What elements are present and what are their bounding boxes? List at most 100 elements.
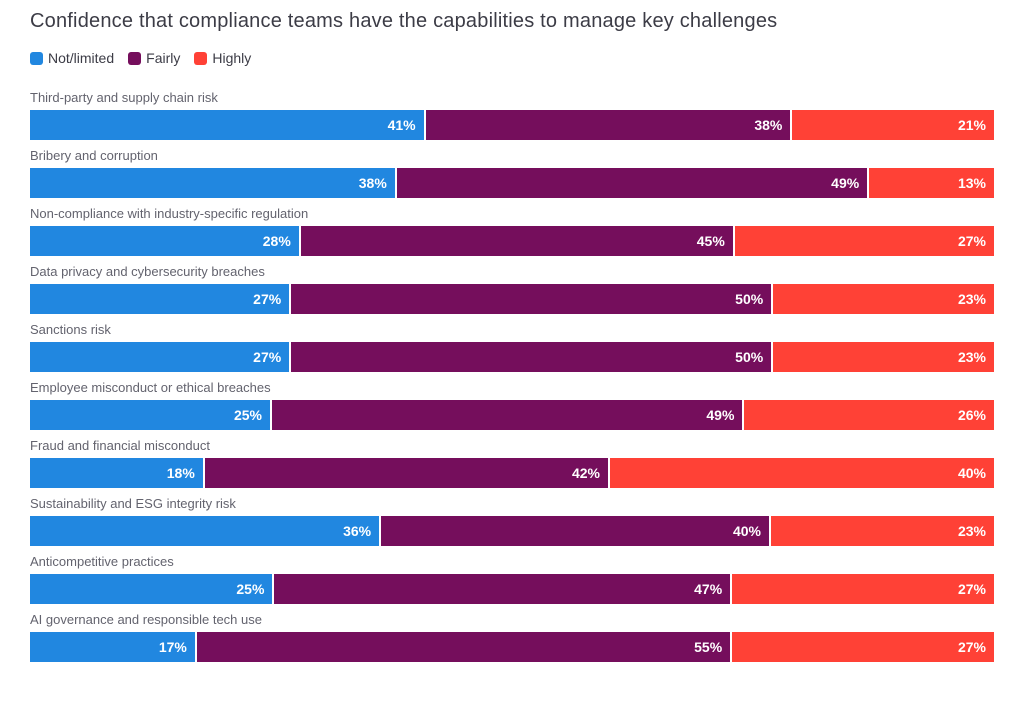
bar-value-label: 23% (957, 523, 986, 539)
stacked-bar: 38% 49% 13% (30, 168, 994, 198)
bar-segment-highly[interactable]: 23% (771, 342, 994, 372)
bar-row: Sustainability and ESG integrity risk 36%… (30, 496, 994, 546)
bar-value-label: 50% (735, 349, 764, 365)
bar-segment-highly[interactable]: 27% (730, 574, 994, 604)
bar-segment-fairly[interactable]: 38% (423, 110, 791, 140)
bar-segment-highly[interactable]: 27% (732, 226, 994, 256)
bar-segment-not-limited[interactable]: 25% (30, 400, 270, 430)
bar-segment-highly[interactable]: 23% (771, 284, 994, 314)
bar-value-label: 28% (262, 233, 291, 249)
bar-value-label: 45% (696, 233, 725, 249)
bar-value-label: 27% (957, 581, 986, 597)
bar-segment-fairly[interactable]: 42% (202, 458, 608, 488)
bar-value-label: 23% (957, 349, 986, 365)
bar-row: Data privacy and cybersecurity breaches 2… (30, 264, 994, 314)
bar-segment-fairly[interactable]: 45% (298, 226, 733, 256)
bar-value-label: 40% (732, 523, 761, 539)
bar-segment-highly[interactable]: 23% (768, 516, 994, 546)
category-label: Sanctions risk (30, 322, 111, 337)
bar-value-label: 41% (387, 117, 416, 133)
bar-segment-fairly[interactable]: 50% (289, 342, 772, 372)
bar-value-label: 23% (957, 291, 986, 307)
bar-value-label: 42% (571, 465, 600, 481)
bar-value-label: 40% (957, 465, 986, 481)
bar-row: Anticompetitive practices 25% 47% 27% (30, 554, 994, 604)
bar-value-label: 13% (957, 175, 986, 191)
bar-segment-fairly[interactable]: 49% (394, 168, 868, 198)
bar-segment-not-limited[interactable]: 18% (30, 458, 203, 488)
bar-value-label: 38% (358, 175, 387, 191)
legend-label: Fairly (146, 50, 181, 66)
stacked-bar: 27% 50% 23% (30, 284, 994, 314)
bar-value-label: 36% (343, 523, 372, 539)
legend: Not/limited Fairly Highly (30, 50, 994, 66)
bar-segment-not-limited[interactable]: 38% (30, 168, 395, 198)
stacked-bar: 18% 42% 40% (30, 458, 994, 488)
bar-row: Bribery and corruption 38% 49% 13% (30, 148, 994, 198)
bar-segment-not-limited[interactable]: 36% (30, 516, 380, 546)
bar-value-label: 55% (694, 639, 723, 655)
page-title: Confidence that compliance teams have th… (30, 10, 778, 32)
stacked-bar: 41% 38% 21% (30, 110, 994, 140)
category-label: AI governance and responsible tech use (30, 612, 262, 627)
bar-segment-not-limited[interactable]: 27% (30, 342, 290, 372)
bar-value-label: 18% (166, 465, 195, 481)
bar-value-label: 49% (706, 407, 735, 423)
stacked-bar: 25% 49% 26% (30, 400, 994, 430)
stacked-bar: 17% 55% 27% (30, 632, 994, 662)
legend-label: Not/limited (48, 50, 115, 66)
bar-segment-not-limited[interactable]: 25% (30, 574, 273, 604)
legend-item-fairly[interactable]: Fairly (128, 50, 180, 66)
bar-segment-highly[interactable]: 21% (790, 110, 994, 140)
legend-swatch-not-limited (30, 51, 43, 65)
bar-segment-fairly[interactable]: 50% (289, 284, 772, 314)
bar-segment-fairly[interactable]: 49% (270, 400, 743, 430)
bar-row: Fraud and financial misconduct 18% 42% 40% (30, 438, 994, 488)
category-label: Anticompetitive practices (30, 554, 174, 569)
bar-value-label: 25% (233, 407, 262, 423)
bar-segment-not-limited[interactable]: 28% (30, 226, 299, 256)
bar-segment-fairly[interactable]: 55% (194, 632, 731, 662)
bar-segment-highly[interactable]: 40% (608, 458, 994, 488)
category-label: Non-compliance with industry-specific re… (30, 206, 309, 221)
category-label: Fraud and financial misconduct (30, 438, 210, 453)
bar-value-label: 50% (735, 291, 764, 307)
bar-value-label: 27% (957, 233, 986, 249)
legend-item-highly[interactable]: Highly (194, 50, 251, 66)
bar-row: Sanctions risk 27% 50% 23% (30, 322, 994, 372)
legend-label: Highly (212, 50, 252, 66)
bar-segment-not-limited[interactable]: 27% (30, 284, 290, 314)
bar-value-label: 21% (957, 117, 986, 133)
stacked-bar: 28% 45% 27% (30, 226, 994, 256)
bar-segment-fairly[interactable]: 40% (379, 516, 769, 546)
bar-value-label: 38% (754, 117, 783, 133)
bar-row: AI governance and responsible tech use 17… (30, 612, 994, 662)
bar-segment-not-limited[interactable]: 41% (30, 110, 424, 140)
bar-value-label: 47% (694, 581, 723, 597)
bar-value-label: 25% (236, 581, 265, 597)
legend-swatch-highly (194, 51, 208, 65)
bar-segment-highly[interactable]: 13% (867, 168, 994, 198)
category-label: Employee misconduct or ethical breaches (30, 380, 271, 395)
category-label: Data privacy and cybersecurity breaches (30, 264, 265, 279)
bar-row: Employee misconduct or ethical breaches 2… (30, 380, 994, 430)
stacked-bar: 25% 47% 27% (30, 574, 994, 604)
stacked-bar: 36% 40% 23% (30, 516, 994, 546)
bar-value-label: 49% (831, 175, 860, 191)
category-label: Sustainability and ESG integrity risk (30, 496, 236, 511)
bar-row: Third-party and supply chain risk 41% 38% 2… (30, 90, 994, 140)
bar-row: Non-compliance with industry-specific re… (30, 206, 994, 256)
legend-item-not-limited[interactable]: Not/limited (30, 50, 114, 66)
bar-segment-fairly[interactable]: 47% (272, 574, 731, 604)
bar-value-label: 27% (253, 349, 282, 365)
category-label: Bribery and corruption (30, 148, 158, 163)
category-label: Third-party and supply chain risk (30, 90, 218, 105)
stacked-bar-chart: Third-party and supply chain risk 41% 38% 2… (30, 90, 994, 662)
bar-value-label: 17% (158, 639, 187, 655)
stacked-bar: 27% 50% 23% (30, 342, 994, 372)
bar-segment-highly[interactable]: 27% (730, 632, 994, 662)
bar-segment-not-limited[interactable]: 17% (30, 632, 195, 662)
bar-segment-highly[interactable]: 26% (742, 400, 994, 430)
bar-value-label: 27% (253, 291, 282, 307)
